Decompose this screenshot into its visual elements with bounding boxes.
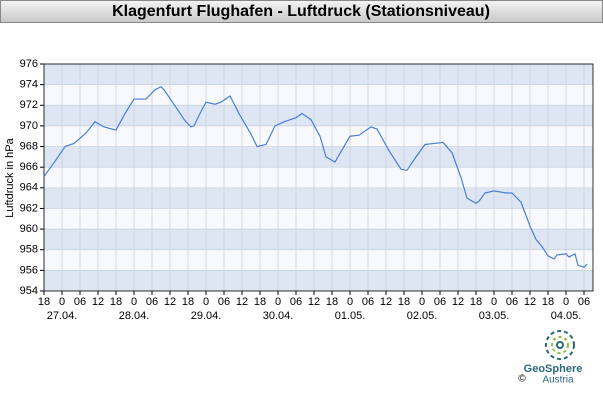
date-label: 27.04. [47,310,78,322]
plot-frame [43,63,594,292]
logo-sub: Austria [542,375,574,386]
x-tick-label: 12 [308,296,320,308]
date-label: 30.04. [263,310,294,322]
date-label: 02.05. [407,310,438,322]
y-tick-label: 954 [20,285,38,297]
x-tick-label: 0 [131,296,137,308]
x-tick-label: 0 [563,296,569,308]
x-tick-label: 06 [434,296,446,308]
x-tick-label: 0 [491,296,497,308]
data-line [43,85,588,268]
grid-band [44,187,593,209]
y-tick-label: 970 [20,120,38,132]
x-tick-label: 18 [254,296,266,308]
x-tick-label: 12 [380,296,392,308]
x-tick-label: 18 [326,296,338,308]
logo-icon [545,330,575,360]
y-tick-label: 968 [20,140,38,152]
x-tick-label: 0 [419,296,425,308]
date-label: 29.04. [191,310,222,322]
date-label: 03.05. [479,310,510,322]
grid-band [44,167,593,188]
y-tick-label: 956 [20,264,38,276]
y-axis-label: Luftdruck in hPa [4,137,16,217]
date-label: 01.05. [335,310,366,322]
logo-name: GeoSphere [524,363,583,375]
x-tick-label: 06 [290,296,302,308]
x-tick-label: 0 [275,296,281,308]
x-tick-label: 06 [506,296,518,308]
x-tick-label: 18 [182,296,194,308]
x-tick-label: 06 [146,296,158,308]
grid-band [44,125,593,147]
x-tick-label: 06 [74,296,86,308]
x-tick-label: 18 [542,296,554,308]
grid-band [44,229,593,250]
copyright: © [518,374,526,385]
x-tick-label: 06 [218,296,230,308]
y-tick-label: 964 [20,182,38,194]
date-label: 28.04. [119,310,150,322]
grid-band [44,270,593,291]
x-tick-label: 18 [38,296,50,308]
y-tick-label: 962 [20,202,38,214]
x-tick-label: 18 [398,296,410,308]
y-tick-label: 972 [20,99,38,111]
date-label: 04.05. [551,310,582,322]
x-tick-label: 0 [203,296,209,308]
grid-band [44,146,593,168]
x-tick-label: 06 [578,296,590,308]
x-tick-label: 12 [92,296,104,308]
y-tick-label: 960 [20,223,38,235]
x-tick-label: 12 [164,296,176,308]
x-tick-label: 0 [347,296,353,308]
x-tick-label: 12 [452,296,464,308]
grid-band [44,64,593,85]
grid-band [44,249,593,271]
chart-title: Klagenfurt Flughafen - Luftdruck (Statio… [112,3,490,20]
x-tick-label: 18 [110,296,122,308]
y-tick-label: 966 [20,161,38,173]
x-tick-label: 18 [470,296,482,308]
y-tick-label: 976 [20,58,38,70]
y-tick-label: 958 [20,244,38,256]
grid-band [44,105,593,126]
x-tick-label: 12 [524,296,536,308]
grid-band [44,84,593,106]
x-tick-label: 0 [59,296,65,308]
x-tick-label: 12 [236,296,248,308]
x-tick-label: 06 [362,296,374,308]
grid-band [44,208,593,230]
y-tick-label: 974 [20,79,38,91]
